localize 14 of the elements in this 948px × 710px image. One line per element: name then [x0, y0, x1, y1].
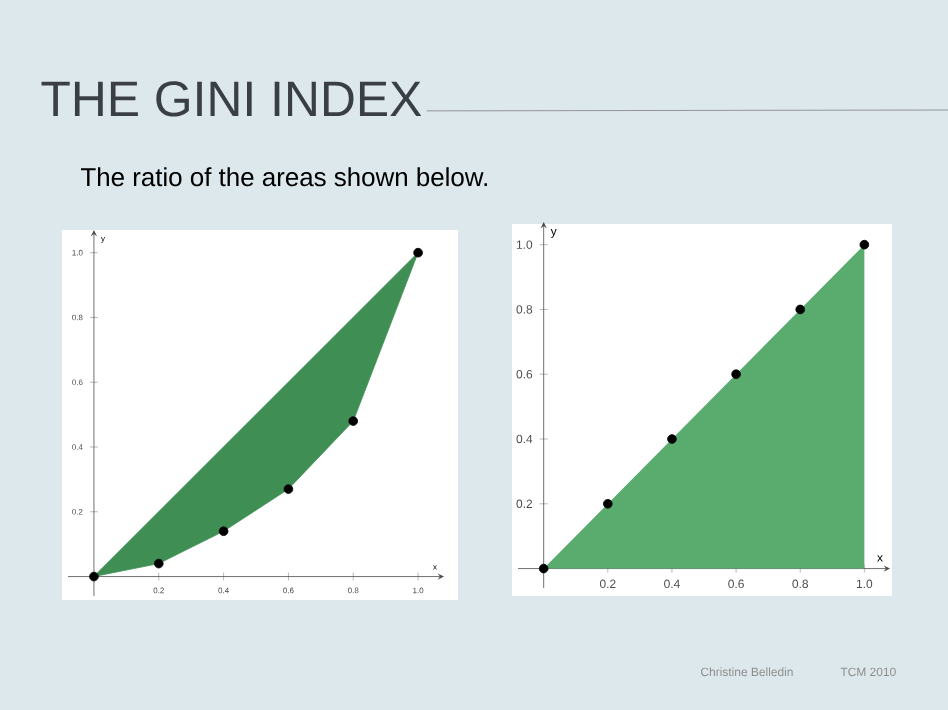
point	[413, 247, 423, 258]
point	[348, 416, 359, 426]
chart-subtitle: The ratio of the areas shown below.	[81, 167, 487, 187]
point	[153, 558, 164, 569]
point	[283, 484, 294, 494]
point	[859, 239, 870, 250]
point	[667, 434, 677, 444]
point	[538, 563, 549, 574]
point	[603, 499, 613, 509]
point	[795, 304, 806, 315]
point	[218, 526, 229, 536]
point	[731, 369, 741, 380]
chart-title: THE GINI INDEX	[41, 81, 422, 117]
point	[89, 571, 99, 582]
